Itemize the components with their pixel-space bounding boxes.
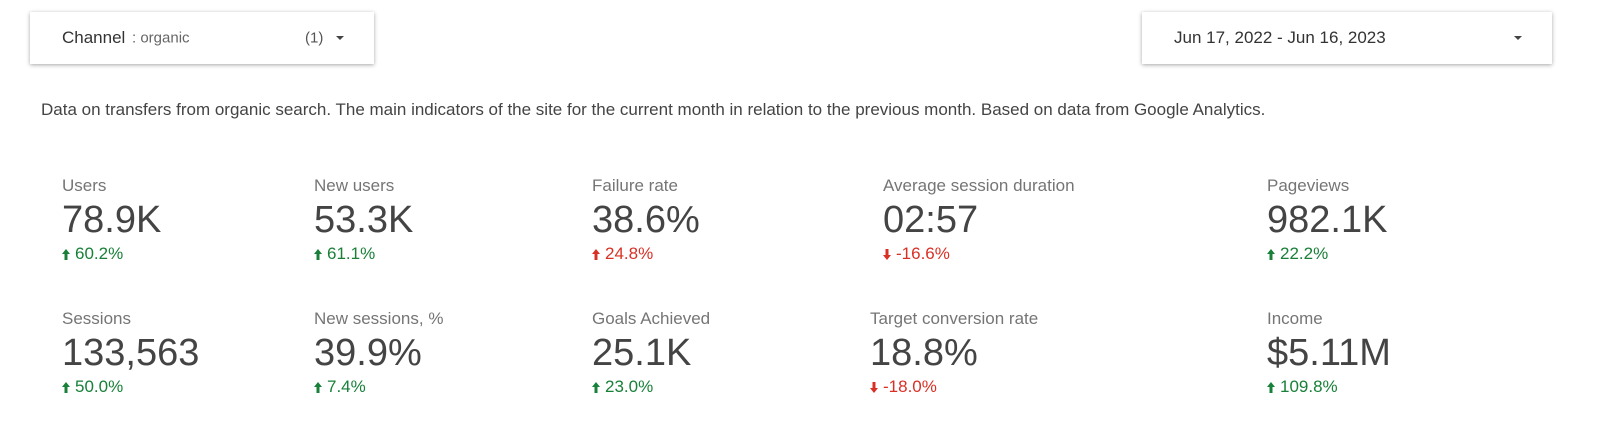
filter-count: (1) — [305, 29, 324, 47]
scorecard-delta-row: -16.6% — [883, 244, 1075, 264]
arrow-up-icon — [1267, 248, 1275, 260]
arrow-shape — [870, 381, 878, 393]
scorecard-label: Sessions — [62, 309, 131, 328]
arrow-down-icon — [883, 248, 891, 260]
scorecard-label: Average session duration — [883, 176, 1075, 195]
date-range: Jun 17, 2022 - Jun 16, 2023 — [1174, 28, 1386, 47]
scorecard-delta-row: 61.1% — [314, 244, 413, 264]
scorecard-value: 982.1K — [1267, 199, 1388, 241]
scorecard-value: 38.6% — [592, 199, 700, 241]
dropdown-caret — [336, 36, 344, 40]
scorecard-label: Goals Achieved — [592, 309, 711, 328]
arrow-up-icon — [592, 248, 600, 260]
arrow-up-icon — [314, 381, 322, 393]
scorecard-delta-row: 109.8% — [1267, 377, 1391, 397]
arrow-shape — [1267, 381, 1275, 393]
scorecard-delta: 22.2% — [1280, 244, 1329, 263]
arrow-shape — [314, 381, 322, 393]
scorecard: Target conversion rate 18.8% -18.0% — [870, 309, 1038, 397]
scorecard-label: Target conversion rate — [870, 309, 1039, 328]
scorecard-value: 53.3K — [314, 199, 414, 241]
scorecard-delta-row: 50.0% — [62, 377, 199, 397]
arrow-shape — [592, 248, 600, 260]
scorecard: New users 53.3K 61.1% — [314, 176, 413, 264]
scorecard-delta: 60.2% — [75, 244, 124, 263]
scorecard-value: 39.9% — [314, 332, 422, 374]
arrow-up-icon — [1267, 381, 1275, 393]
scorecard-delta-row: 22.2% — [1267, 244, 1387, 264]
scorecard-delta-row: -18.0% — [870, 377, 1038, 397]
scorecard-label: Income — [1267, 309, 1323, 328]
scorecard-delta-row: 7.4% — [314, 377, 443, 397]
scorecard-delta: 50.0% — [75, 377, 124, 396]
scorecard-value: $5.11M — [1267, 332, 1391, 374]
scorecard-label: Pageviews — [1267, 176, 1350, 195]
arrow-down-icon — [870, 381, 878, 393]
arrow-up-icon — [62, 248, 70, 260]
arrow-shape — [62, 381, 70, 393]
arrow-shape — [62, 248, 70, 260]
scorecard-label: New sessions, % — [314, 309, 444, 328]
scorecard-label: Failure rate — [592, 176, 678, 195]
scorecard-delta-row: 23.0% — [592, 377, 710, 397]
scorecard-value: 133,563 — [62, 332, 200, 374]
dropdown-caret — [1514, 36, 1522, 40]
scorecard-delta: -18.0% — [883, 377, 937, 396]
arrow-up-icon — [592, 381, 600, 393]
scorecard-delta: -16.6% — [896, 244, 950, 263]
description: Data on transfers from organic search. T… — [41, 100, 1266, 119]
scorecard: Sessions 133,563 50.0% — [62, 309, 199, 397]
scorecard-value: 78.9K — [62, 199, 162, 241]
scorecard-delta: 61.1% — [327, 244, 376, 263]
scorecard-delta-row: 60.2% — [62, 244, 161, 264]
scorecard-delta: 7.4% — [327, 377, 366, 396]
filter-label: Channel — [62, 28, 126, 47]
scorecard-value: 25.1K — [592, 332, 692, 374]
scorecard-label: New users — [314, 176, 395, 195]
scorecard-delta: 24.8% — [605, 244, 654, 263]
scorecard: Failure rate 38.6% 24.8% — [592, 176, 700, 264]
scorecard-value: 18.8% — [870, 332, 978, 374]
arrow-shape — [883, 248, 891, 260]
scorecard: Income $5.11M 109.8% — [1267, 309, 1391, 397]
scorecard-delta: 109.8% — [1280, 377, 1338, 396]
arrow-shape — [314, 248, 322, 260]
arrow-shape — [592, 381, 600, 393]
arrow-shape — [1267, 248, 1275, 260]
arrow-up-icon — [314, 248, 322, 260]
scorecard: Average session duration 02:57 -16.6% — [883, 176, 1075, 264]
scorecard-label: Users — [62, 176, 107, 195]
scorecard: New sessions, % 39.9% 7.4% — [314, 309, 443, 397]
scorecard-delta-row: 24.8% — [592, 244, 700, 264]
scorecard-delta: 23.0% — [605, 377, 654, 396]
date-range-picker[interactable]: Jun 17, 2022 - Jun 16, 2023 — [1142, 12, 1552, 64]
scorecard: Goals Achieved 25.1K 23.0% — [592, 309, 710, 397]
arrow-up-icon — [62, 381, 70, 393]
scorecard: Users 78.9K 60.2% — [62, 176, 161, 264]
filter-value: : organic — [132, 29, 190, 47]
channel-filter[interactable]: Channel : organic (1) — [30, 12, 374, 64]
scorecard-value: 02:57 — [883, 199, 979, 241]
scorecard: Pageviews 982.1K 22.2% — [1267, 176, 1387, 264]
